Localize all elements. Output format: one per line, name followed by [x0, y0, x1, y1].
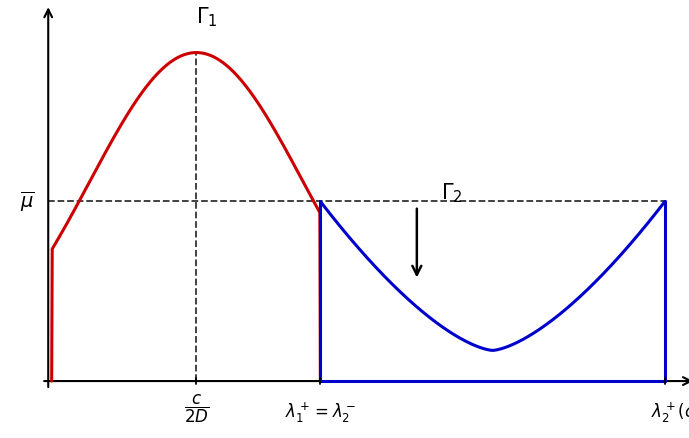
Text: $\Gamma_1$: $\Gamma_1$ [196, 6, 218, 29]
Text: $\lambda_1^+ = \lambda_2^-$: $\lambda_1^+ = \lambda_2^-$ [285, 401, 356, 425]
Text: $\lambda_2^+(c)$: $\lambda_2^+(c)$ [650, 401, 689, 425]
Text: $\Gamma_2$: $\Gamma_2$ [441, 181, 463, 205]
Text: $\dfrac{c}{2D}$: $\dfrac{c}{2D}$ [184, 392, 209, 425]
Text: $\overline{\mu}$: $\overline{\mu}$ [20, 189, 34, 214]
